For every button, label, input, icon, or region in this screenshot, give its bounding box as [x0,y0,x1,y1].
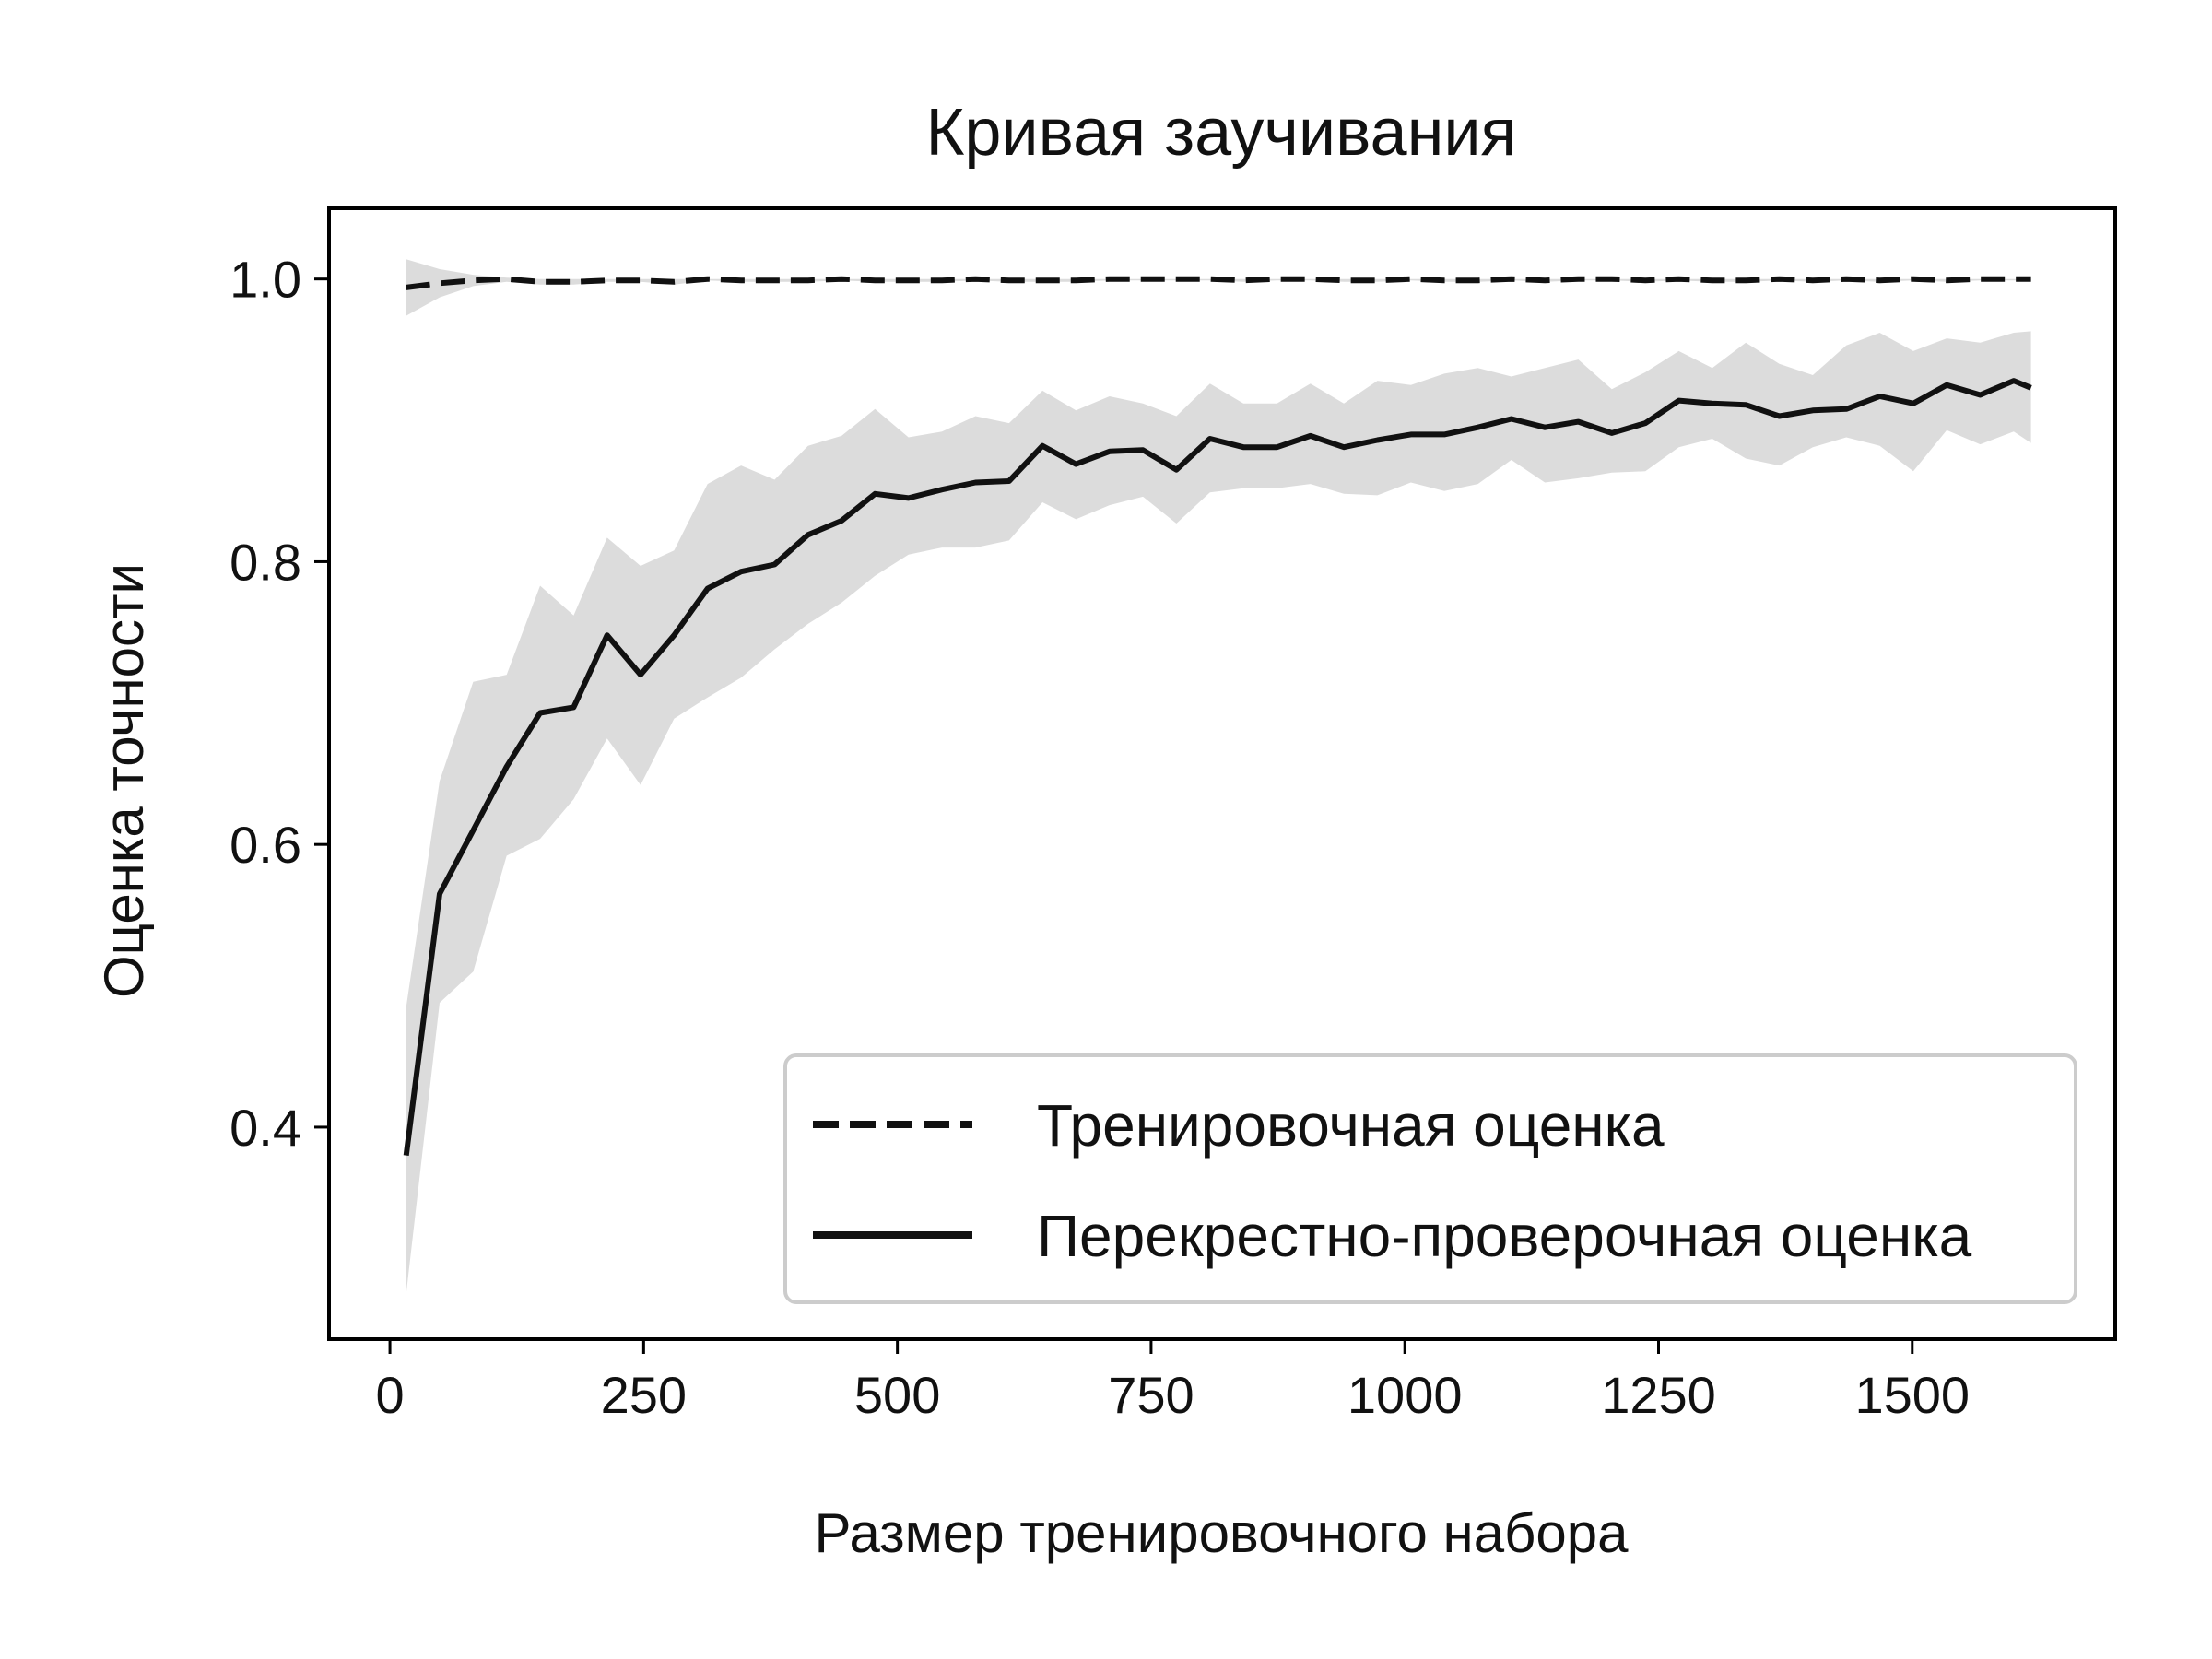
y-axis-ticks: 0.4 0.6 0.8 1.0 [229,251,329,1157]
x-tick-label: 1000 [1347,1366,1463,1424]
y-tick-label: 0.8 [229,533,301,591]
legend-label-training: Тренировочная оценка [1037,1092,1665,1159]
y-tick-label: 1.0 [229,251,301,309]
series-lines [403,276,2032,1156]
confidence-bands [406,259,2031,1294]
x-tick-label: 0 [375,1366,404,1424]
legend-box [783,1053,2077,1304]
chart-title: Кривая заучивания [925,96,1516,170]
x-tick-label: 1250 [1601,1366,1716,1424]
x-tick-label: 1500 [1854,1366,1970,1424]
line-series-2 [403,378,2032,1156]
y-axis-label: Оценка точности [93,563,155,998]
band-series-2 [406,331,2031,1294]
x-tick-label: 500 [854,1366,940,1424]
x-axis-ticks: 0 250 500 750 1000 1250 1500 [375,1339,1970,1424]
plot-frame [327,206,2117,1341]
x-tick-label: 250 [601,1366,687,1424]
y-tick-label: 0.6 [229,816,301,874]
legend: Тренировочная оценка Перекрестно-проверо… [783,1053,2077,1304]
legend-label-cross-validation: Перекрестно-проверочная оценка [1037,1203,1972,1269]
line-series-1 [406,276,2031,290]
x-axis-label: Размер тренировочного набора [814,1502,1629,1564]
y-tick-label: 0.4 [229,1099,301,1157]
x-tick-label: 750 [1108,1366,1194,1424]
